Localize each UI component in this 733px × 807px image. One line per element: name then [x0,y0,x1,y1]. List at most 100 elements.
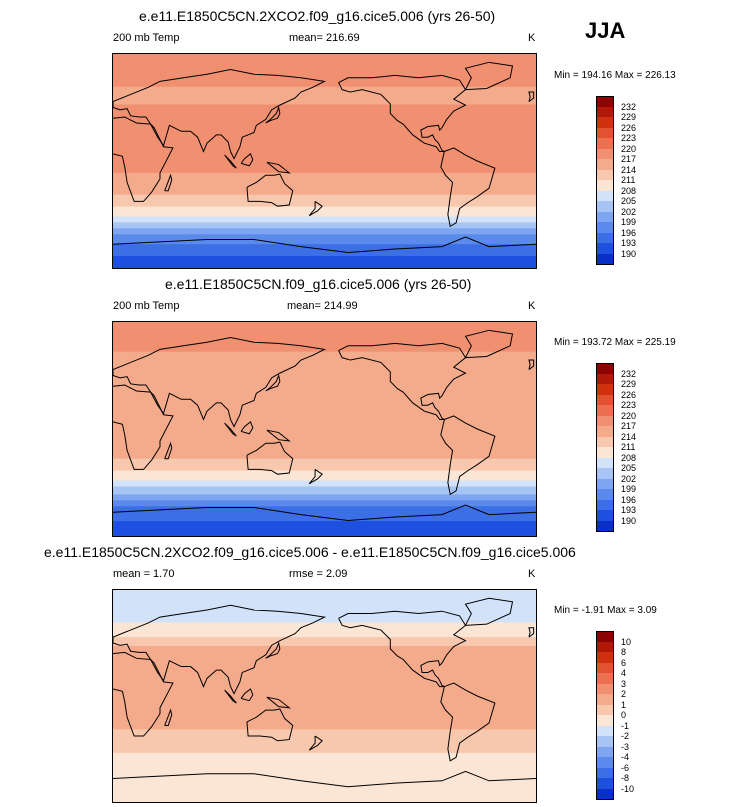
field-band [113,206,536,210]
field-band [113,678,536,682]
field-band [113,119,536,123]
panel1-title: e.e11.E1850C5CN.2XCO2.f09_g16.cice5.006 … [139,8,496,24]
field-band [113,468,536,472]
field-band [113,643,536,647]
field-band [113,184,536,189]
colorbar-label: -4 [621,752,630,762]
field-band [113,482,536,486]
field-band [113,414,536,418]
field-band [113,735,536,738]
field-band [113,399,536,403]
panel3-minmax-label: Min = -1.91 Max = 3.09 [554,605,657,616]
field-band [113,140,536,144]
season-label: JJA [585,18,626,43]
coastline [240,153,254,167]
field-band [113,725,536,729]
field-band [113,387,536,391]
coastline [440,147,496,228]
colorbar-label: 1 [621,699,627,710]
field-band [113,743,536,746]
panel3-map [112,589,537,803]
coastline [265,373,281,392]
field-band [113,337,536,343]
colorbar-swatch [596,373,614,385]
colorbar-label: 199 [621,484,637,494]
field-band [113,54,536,59]
field-band [113,161,536,166]
field-svg [113,322,536,536]
field-band [113,411,536,415]
colorbar-label: 214 [621,431,637,442]
field-band [113,675,536,679]
field-band [113,515,536,519]
field-band [113,214,536,218]
field-band [113,654,536,659]
field-band [113,778,536,782]
field-band [113,396,536,400]
colorbar-label: 3 [621,678,627,689]
field-band [113,634,536,638]
field-band [113,593,536,599]
panel3-rmse-label: rmse = 2.09 [289,568,348,580]
field-band [113,688,536,693]
panel2-variable-label: 200 mb Temp [113,300,180,312]
field-band [113,762,536,766]
colorbar-swatch [596,190,614,202]
coastline [113,604,327,695]
field-band [113,758,536,762]
field-band [113,196,536,200]
field-band [113,372,536,377]
colorbar-swatch [596,447,614,458]
field-band [113,208,536,212]
coastline [464,61,514,91]
coastline [464,597,514,626]
field-band [113,601,536,607]
field-band [113,425,536,430]
coastline [113,770,536,788]
field-band [113,766,536,770]
colorbar-swatch [596,436,614,448]
coastline [266,161,291,174]
panel1-units-label: K [528,32,536,44]
field-band [113,526,536,529]
field-band [113,792,536,795]
field-band [113,236,536,239]
field-band [113,218,536,222]
colorbar-label: 220 [621,143,637,154]
coastline [113,651,174,737]
colorbar-label: 226 [621,389,637,400]
panel3-title: e.e11.E1850C5CN.2XCO2.f09_g16.cice5.006 … [44,544,576,560]
field-band [113,247,536,251]
field-band [113,462,536,466]
field-band [113,198,536,202]
field-band [113,651,536,656]
field-band [113,528,536,531]
field-band [113,494,536,497]
field-band [113,484,536,488]
colorbar-label: 223 [621,400,637,410]
field-band [113,741,536,744]
colorbar-swatch [596,138,614,149]
field-band [113,226,536,229]
colorbar-swatch [596,127,614,139]
field-band [113,696,536,701]
colorbar-label: 208 [621,185,637,196]
colorbar-swatch [596,489,614,500]
field-band [113,737,536,740]
field-band [113,731,536,734]
colorbar-swatch [596,510,614,521]
field-band [113,443,536,448]
field-band [113,733,536,736]
field-band [113,153,536,158]
field-band [113,710,536,715]
field-band [113,645,536,650]
field-band [113,244,536,248]
field-band [113,402,536,406]
panel1-mean-label: mean= 216.69 [289,32,360,44]
colorbar-label: -2 [621,731,630,741]
coastline [440,415,496,496]
field-band [113,739,536,742]
field-band [113,597,536,603]
field-band [113,500,536,503]
colorbar-swatch [596,746,614,758]
